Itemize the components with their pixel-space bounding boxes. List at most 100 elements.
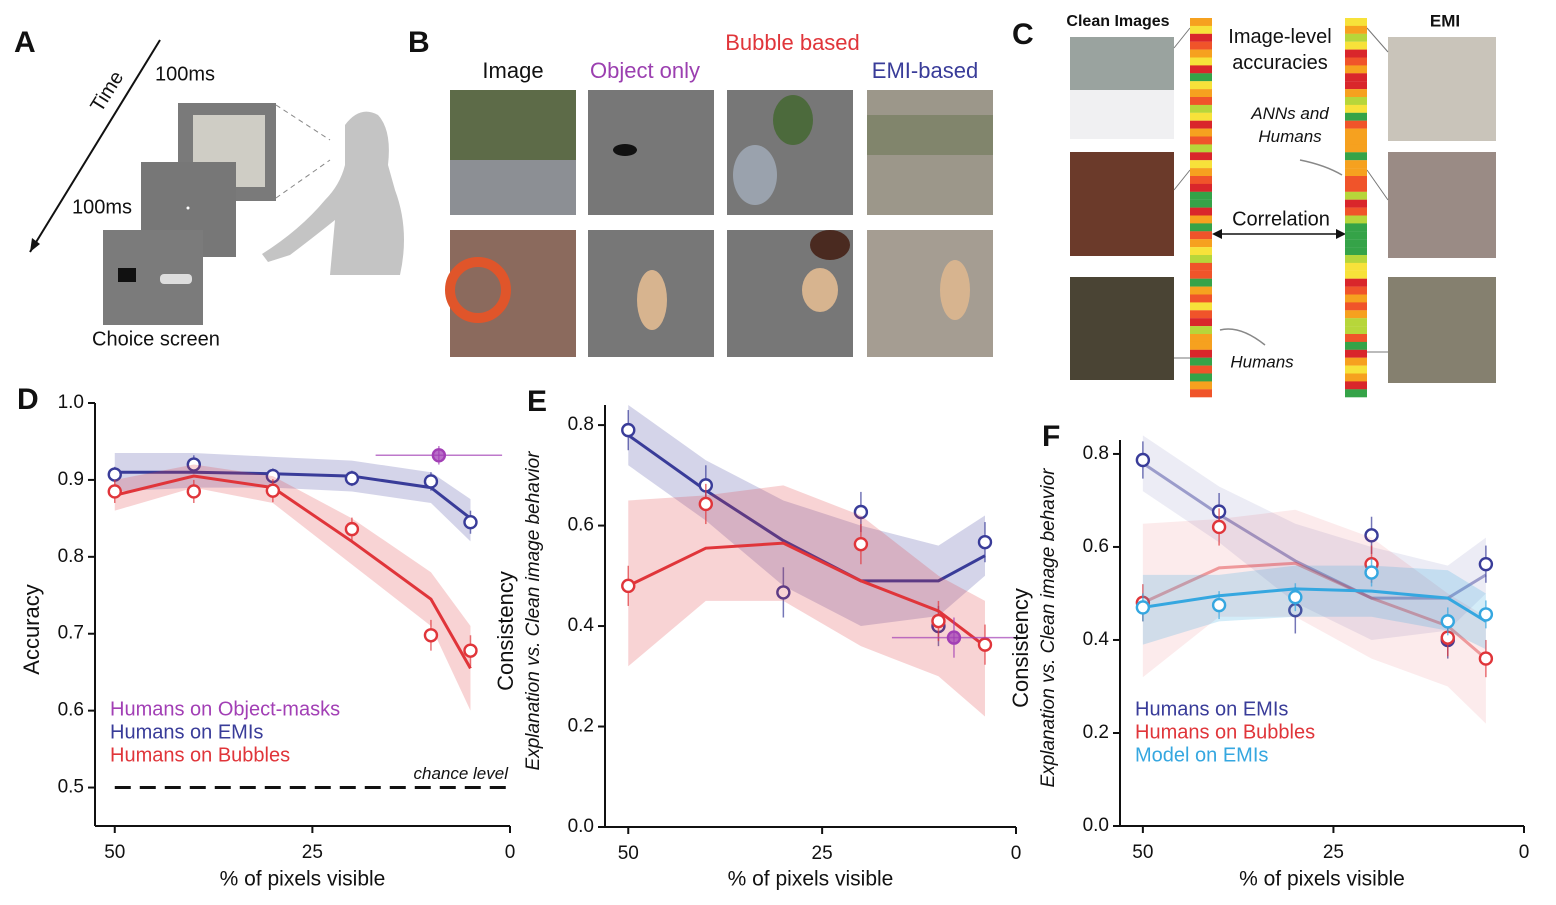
accuracy-cell: [1190, 294, 1212, 303]
accuracy-cell: [1345, 65, 1367, 74]
fixation: [186, 206, 190, 210]
data-point: [344, 521, 360, 537]
accuracy-cell: [1345, 334, 1367, 342]
accuracy-cell: [1190, 262, 1212, 271]
accuracy-cell: [1190, 207, 1212, 216]
anns-label: ANNs and Humans: [1251, 104, 1329, 146]
panel-letter: A: [14, 26, 36, 59]
accuracy-cell: [1190, 223, 1212, 232]
data-point: [1135, 600, 1151, 615]
accuracy-cell: [1190, 349, 1212, 358]
accuracy-cell: [1190, 381, 1212, 390]
accuracy-cell: [1345, 255, 1367, 263]
accuracy-cell: [1190, 334, 1212, 342]
accuracy-cell: [1345, 199, 1367, 208]
data-point: [1478, 556, 1494, 572]
y-tick-label: 0.4: [1083, 629, 1110, 650]
y-axis-sublabel: Explanation vs. Clean image behavior: [1038, 468, 1059, 788]
gaze: [275, 104, 331, 141]
accuracy-cell: [1345, 373, 1367, 382]
bubble: [733, 145, 777, 205]
panel-letter: D: [17, 383, 39, 416]
data-point: [776, 585, 791, 600]
accuracy-cell: [1190, 33, 1212, 42]
accuracy-cell: [1190, 89, 1212, 98]
accuracy-cell: [1345, 349, 1367, 358]
gaze: [275, 159, 331, 199]
y-axis-sublabel: Explanation vs. Clean image behavior: [523, 451, 544, 771]
data-point: [1364, 565, 1379, 580]
fit-line: [1142, 561, 1487, 660]
accuracy-cell: [1345, 152, 1367, 161]
accuracy-cell: [1190, 160, 1212, 169]
accuracy-cell: [1345, 357, 1367, 366]
accuracy-cell: [1190, 191, 1212, 200]
observer: [262, 111, 404, 276]
fit-line: [1142, 587, 1487, 623]
y-axis-label: Accuracy: [19, 584, 44, 674]
data-point: [1478, 651, 1494, 666]
accuracy-cell: [1190, 152, 1212, 161]
accuracy-cell: [1345, 191, 1367, 200]
duration-label: 100ms: [72, 196, 132, 218]
y-tick-label: 0.6: [568, 515, 594, 536]
panel-a: A Time 100ms 100ms Choice screen: [14, 26, 404, 350]
choice-icon: [160, 274, 192, 284]
data-point: [107, 484, 122, 499]
legend-label: Humans on Bubbles: [110, 744, 290, 766]
column-title: Object only: [590, 58, 700, 83]
data-point: [423, 628, 439, 643]
accuracy-cell: [1345, 341, 1367, 350]
confidence-band: [1142, 509, 1486, 724]
image: [450, 230, 576, 357]
accuracy-cell: [1190, 270, 1212, 279]
accuracy-cell: [1345, 128, 1367, 137]
panel-letter: E: [527, 385, 547, 418]
data-point: [1288, 589, 1303, 605]
object: [613, 144, 637, 156]
accuracy-cell: [1190, 302, 1212, 311]
pointer: [1219, 328, 1266, 346]
y-tick-label: 0.0: [1083, 815, 1109, 836]
panel-letter: F: [1042, 420, 1060, 453]
accuracy-cell: [1190, 357, 1212, 366]
panel-c: C Clean Images EMI Image-level accuracie…: [1012, 11, 1496, 398]
accuracy-cell: [1190, 49, 1212, 58]
column-title: EMI: [1430, 11, 1460, 30]
accuracy-cell: [1190, 286, 1212, 295]
accuracy-cell: [1345, 278, 1367, 287]
accuracy-cell: [1190, 199, 1212, 208]
accuracy-cell: [1345, 89, 1367, 98]
y-tick-label: 0.7: [58, 623, 84, 644]
legend-label: Humans on EMIs: [1135, 698, 1288, 720]
accuracy-cell: [1345, 168, 1367, 177]
accuracy-cell: [1190, 73, 1212, 82]
data-point: [1211, 597, 1227, 613]
accuracy-cell: [1345, 294, 1367, 303]
accuracy-cell: [1345, 144, 1367, 153]
data-point: [186, 457, 202, 472]
x-tick-label: 50: [104, 842, 125, 863]
accuracy-cell: [1345, 239, 1367, 248]
y-axis-label: Consistency: [1008, 588, 1033, 708]
accuracy-cell: [1190, 389, 1212, 398]
data-point: [621, 578, 636, 594]
accuracy-cell: [1190, 255, 1212, 263]
accuracy-cell: [1190, 18, 1212, 26]
accuracy-cell: [1190, 144, 1212, 153]
accuracy-cell: [1345, 223, 1367, 232]
legend-label: Model on EMIs: [1135, 744, 1268, 766]
object: [637, 270, 667, 330]
confidence-band: [628, 485, 985, 717]
correlation-label: Correlation: [1232, 208, 1330, 230]
x-tick-label: 0: [1011, 843, 1022, 864]
x-tick-label: 50: [618, 843, 639, 864]
y-axis-label: Consistency: [493, 571, 518, 691]
accuracy-cell: [1190, 25, 1212, 34]
accuracy-cell: [1190, 168, 1212, 177]
accuracy-cell: [1190, 365, 1212, 374]
y-tick-label: 0.6: [1083, 536, 1109, 557]
fit-line: [627, 541, 986, 648]
accuracy-cell: [1190, 247, 1212, 256]
accuracy-cell: [1190, 136, 1212, 145]
